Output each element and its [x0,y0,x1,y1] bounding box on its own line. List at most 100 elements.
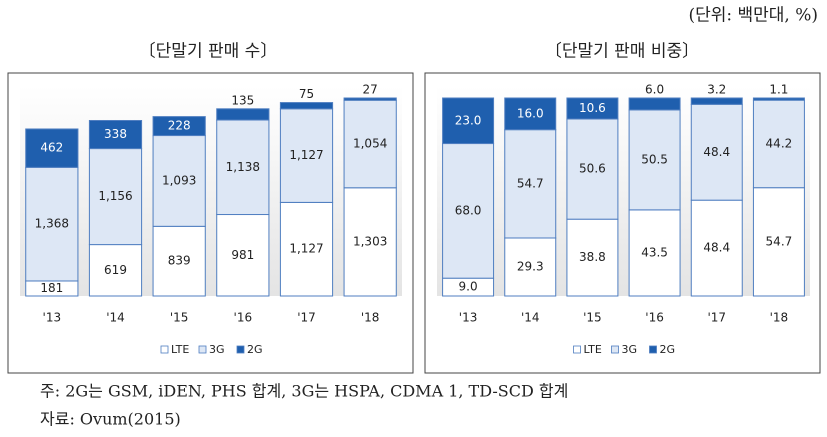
x-tick-label: '18 [361,311,380,325]
value-label: 68.0 [455,203,482,217]
value-label: 48.4 [703,145,730,159]
plot-area [20,86,402,296]
x-tick-label: '15 [583,311,602,325]
x-tick-label: '13 [459,311,478,325]
bar-segment [504,237,557,297]
value-label: 29.3 [517,259,544,273]
value-label: 1,156 [98,189,132,203]
legend-label: LTE [584,343,602,356]
legend-swatch [236,345,245,354]
bar-segment [628,209,681,297]
value-label: 1,054 [353,137,387,151]
bar-segment [216,214,270,297]
bar-segment [504,129,557,239]
value-label: 1,093 [162,173,196,187]
unit: (단위: 백만대, %) [688,6,818,26]
value-label: 44.2 [766,136,793,150]
value-label: 1,368 [35,217,69,231]
value-label: 981 [231,248,254,262]
value-label: 16.0 [517,106,544,120]
value-label: 10.6 [579,101,606,115]
x-tick-label: '18 [770,311,789,325]
bar-segment [690,103,743,201]
bar-segment [628,97,681,111]
value-label: 43.5 [641,245,668,259]
value-label: 462 [40,141,63,155]
value-label: 619 [104,263,127,277]
value-label: 27 [363,83,378,97]
value-label: 181 [40,281,63,295]
x-tick-label: '17 [707,311,726,325]
value-label: 1,127 [289,148,323,162]
bar-segment [152,135,206,227]
value-label: 3.2 [707,83,726,97]
value-label: 38.8 [579,250,606,264]
bar-segment [343,99,397,189]
bar-segment [628,109,681,211]
legend-swatch [611,345,619,354]
value-label: 48.4 [703,241,730,255]
legend-label: 3G [622,343,638,356]
value-label: 23.0 [455,113,482,127]
bar-segment [752,99,805,189]
value-label: 338 [104,127,127,141]
bar-segment [152,116,206,137]
value-label: 1.1 [769,83,788,97]
value-label: 6.0 [645,83,664,97]
bar-segment [216,108,270,121]
plot-area [437,86,810,296]
bar-segment [690,199,743,297]
bar-segment [442,97,495,145]
value-label: 1,303 [353,234,387,248]
value-label: 9.0 [459,280,478,294]
bar-segment [88,244,143,297]
chart-title: 〔단말기 판매 수〕 [139,42,278,62]
legend-label: 2G [247,343,263,356]
legend-swatch [198,345,207,354]
x-tick-label: '14 [106,311,125,325]
bar-segment [566,218,619,297]
bar-segment [442,143,495,279]
bar-segment [279,108,334,203]
bar-segment [566,118,619,220]
value-label: 75 [299,87,314,101]
bar-segment [752,97,805,101]
value-label: 228 [168,119,191,133]
bar-segment [752,187,805,297]
x-tick-label: '14 [521,311,540,325]
x-tick-label: '17 [297,311,316,325]
legend-label: 2G [660,343,676,356]
bar-segment [343,187,397,297]
value-label: 54.7 [766,234,793,248]
legend-label: 3G [209,343,225,356]
value-label: 54.7 [517,176,544,190]
bar-segment [88,148,143,246]
bar-segment [343,97,397,101]
bar-segment [152,225,206,297]
bar-segment [504,97,557,131]
bar-segment [690,97,743,105]
bar-segment [279,102,334,110]
bar-segment [25,128,79,168]
x-tick-label: '16 [234,311,253,325]
legend-swatch [573,345,581,354]
bar-segment [566,97,619,120]
value-label: 1,127 [289,242,323,256]
x-tick-label: '13 [43,311,62,325]
value-label: 50.6 [579,162,606,176]
value-label: 50.5 [641,152,668,166]
x-tick-label: '16 [645,311,664,325]
chart-title: 〔단말기 판매 비중〕 [545,42,699,62]
value-label: 1,138 [226,160,260,174]
value-label: 839 [168,254,191,268]
legend-swatch [160,345,169,354]
legend-label: LTE [171,343,189,356]
legend-swatch [649,345,657,354]
bar-segment [279,201,334,297]
value-label: 135 [231,93,254,107]
bar-segment [88,120,143,150]
note: 자료: Ovum(2015) [40,410,181,429]
bar-segment [25,166,79,282]
x-tick-label: '15 [170,311,189,325]
